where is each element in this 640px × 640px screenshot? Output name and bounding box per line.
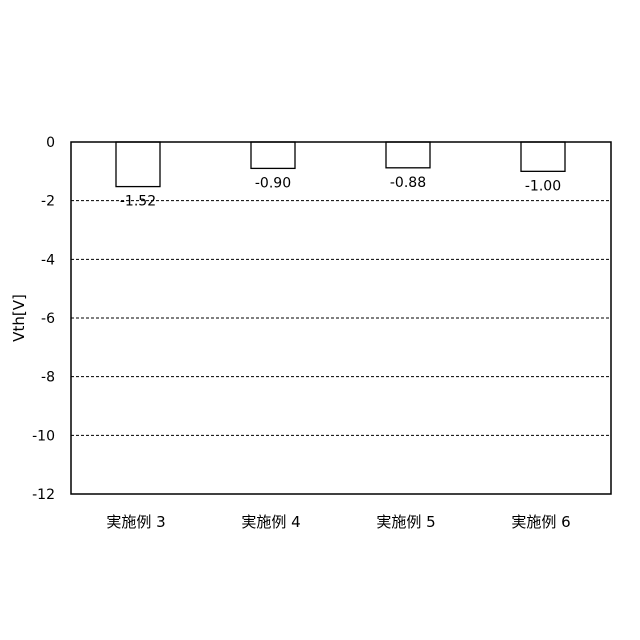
y-tick-label: -8 xyxy=(41,370,55,386)
y-tick-label: -6 xyxy=(41,311,55,327)
y-tick-label: -4 xyxy=(41,252,55,268)
bar-chart: 0 -2 -4 -6 -8 -10 -12 実施例 3 実施例 4 実施例 5 実施例 6 -1.… xyxy=(0,0,640,640)
x-tick-label: 実施例 4 xyxy=(241,513,300,531)
bar xyxy=(116,142,160,187)
bars xyxy=(116,142,565,187)
data-label: -0.90 xyxy=(255,175,291,191)
bar xyxy=(386,142,430,168)
y-tick-label: -2 xyxy=(41,194,55,210)
y-axis-label: Vth[V] xyxy=(10,294,28,342)
data-labels: -1.52 -0.90 -0.88 -1.00 xyxy=(120,175,561,210)
data-label: -1.52 xyxy=(120,194,156,210)
x-tick-label: 実施例 3 xyxy=(106,513,165,531)
gridlines xyxy=(71,201,611,436)
y-tick-label: -10 xyxy=(32,428,55,444)
x-tick-label: 実施例 5 xyxy=(376,513,435,531)
x-axis-ticks: 実施例 3 実施例 4 実施例 5 実施例 6 xyxy=(106,513,570,531)
bar xyxy=(521,142,565,171)
y-tick-label: 0 xyxy=(46,135,55,151)
y-axis-ticks: 0 -2 -4 -6 -8 -10 -12 xyxy=(32,135,55,503)
bar xyxy=(251,142,295,168)
y-tick-label: -12 xyxy=(32,487,55,503)
data-label: -1.00 xyxy=(525,178,561,194)
data-label: -0.88 xyxy=(390,175,426,191)
x-tick-label: 実施例 6 xyxy=(511,513,570,531)
